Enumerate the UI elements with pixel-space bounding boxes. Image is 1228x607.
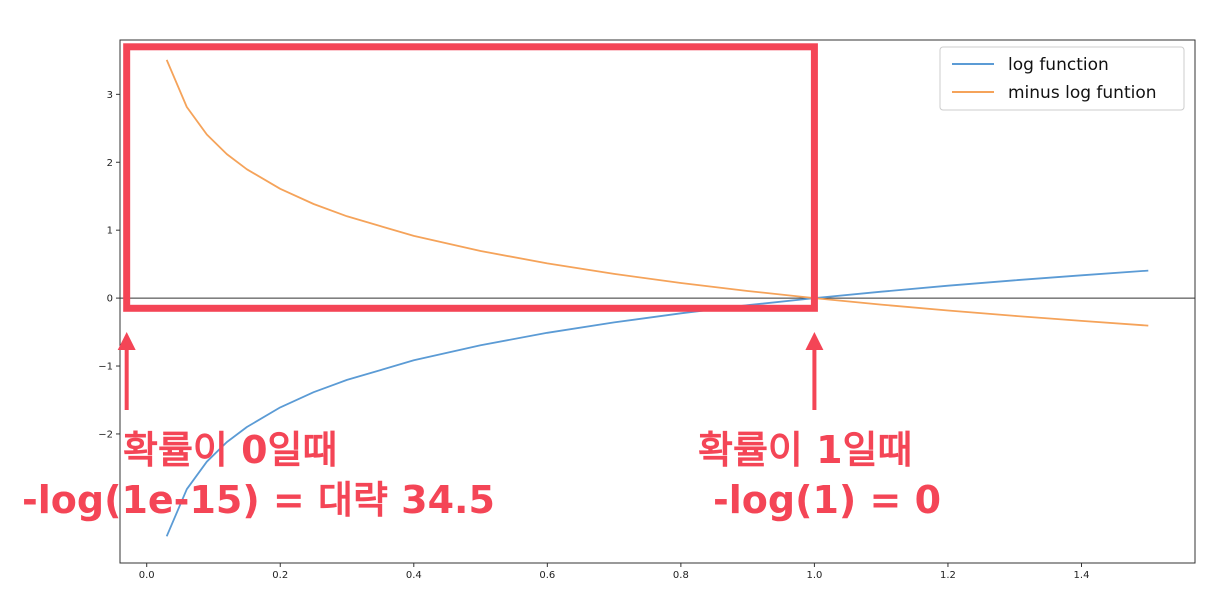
x-tick-label: 1.4 xyxy=(1074,570,1090,581)
y-tick-label: 1 xyxy=(107,226,113,237)
annotation-right-line-1: 확률이 1일때 xyxy=(698,428,912,472)
y-tick-label: 0 xyxy=(107,294,113,305)
x-tick-label: 0.6 xyxy=(539,570,555,581)
x-axis-ticks: 0.0 0.2 0.4 0.6 0.8 1.0 1.2 1.4 xyxy=(139,563,1090,581)
x-tick-label: 0.4 xyxy=(406,570,422,581)
arrow-right-head xyxy=(805,332,824,350)
annotation-left-line-2: -log(1e-15) = 대략 34.5 xyxy=(22,478,495,522)
series-line-log-function xyxy=(165,269,1149,537)
highlight-box xyxy=(123,43,818,312)
x-tick-label: 1.2 xyxy=(940,570,956,581)
y-axis-ticks: −2 −1 0 1 2 3 xyxy=(98,90,120,440)
x-tick-label: 1.0 xyxy=(806,570,822,581)
series-layer xyxy=(165,59,1149,537)
series-line-minus-log-function xyxy=(165,59,1149,327)
annotation-left: 확률이 0일때 -log(1e-15) = 대략 34.5 xyxy=(22,332,495,522)
y-tick-label: 3 xyxy=(107,90,113,101)
y-tick-label: 2 xyxy=(107,158,113,169)
legend-label-log-function: log function xyxy=(1008,55,1109,75)
annotation-right-line-2: -log(1) = 0 xyxy=(713,478,941,522)
x-tick-label: 0.2 xyxy=(272,570,288,581)
x-tick-label: 0.0 xyxy=(139,570,155,581)
legend-label-minus-log-function: minus log funtion xyxy=(1008,83,1157,103)
legend-box xyxy=(939,46,1185,111)
plot-frame xyxy=(119,39,1196,564)
annotation-left-line-1: 확률이 0일때 xyxy=(123,428,337,472)
x-tick-label: 0.8 xyxy=(673,570,689,581)
legend: log function minus log funtion xyxy=(939,46,1185,111)
y-tick-label: −2 xyxy=(98,429,113,440)
arrow-left-head xyxy=(117,332,136,350)
y-tick-label: −1 xyxy=(98,362,113,373)
annotation-right: 확률이 1일때 -log(1) = 0 xyxy=(698,332,941,522)
